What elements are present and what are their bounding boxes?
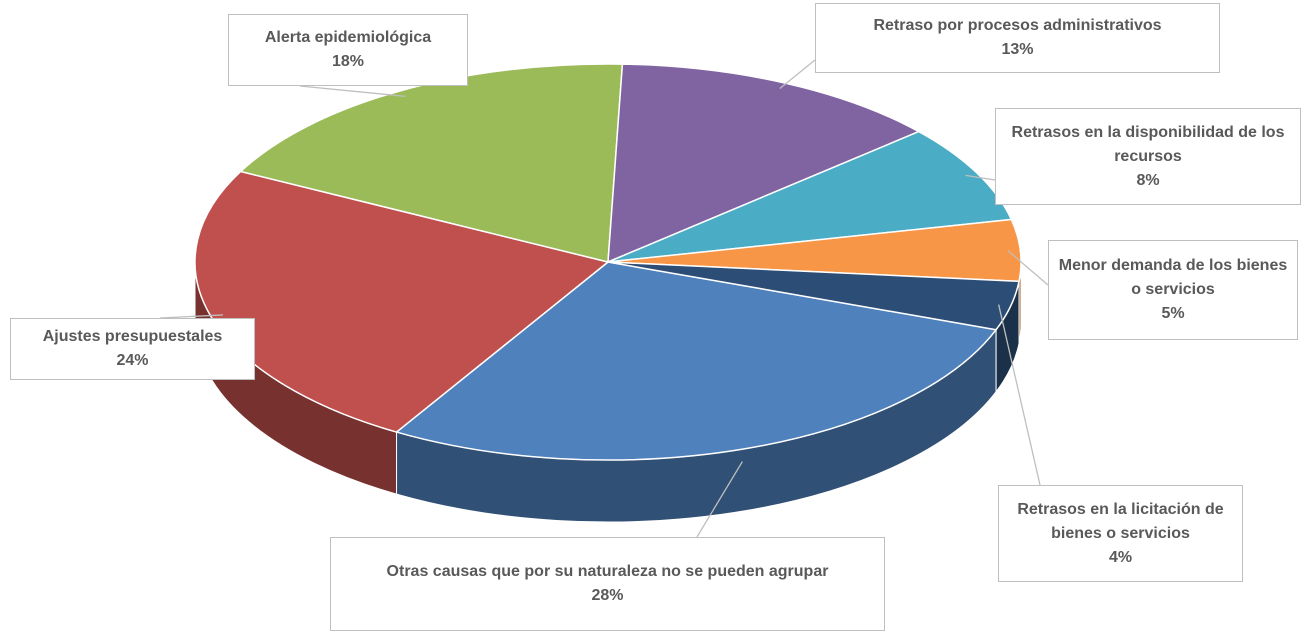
leader-line — [299, 85, 406, 97]
leader-line — [779, 59, 816, 90]
category-label: Menor demanda de los bienes o servicios — [1058, 257, 1288, 298]
data-label: Otras causas que por su naturaleza no se… — [330, 537, 885, 631]
category-label: Alerta epidemiológica — [264, 29, 432, 46]
value-label: 8% — [1136, 171, 1160, 189]
category-label: Otras causas que por su naturaleza no se… — [386, 563, 829, 580]
category-label: Retrasos en la disponibilidad de los rec… — [1011, 123, 1285, 165]
leader-line — [696, 461, 743, 538]
slice — [239, 63, 624, 263]
category-label: Retrasos en la licitación de bienes o se… — [1017, 500, 1224, 542]
category-label: Ajustes presupuestales — [42, 328, 223, 345]
data-label: Alerta epidemiológica 18% — [228, 14, 468, 86]
leader-line — [159, 314, 223, 319]
data-label: Retraso por procesos administrativos 13% — [815, 3, 1220, 73]
value-label: 24% — [116, 352, 149, 369]
data-label: Menor demanda de los bienes o servicios 5… — [1048, 240, 1298, 340]
data-label: Ajustes presupuestales 24% — [10, 318, 255, 380]
value-label: 13% — [1001, 41, 1034, 58]
leader-line — [1007, 250, 1049, 286]
value-label: 4% — [1108, 548, 1133, 566]
value-label: 5% — [1161, 305, 1185, 322]
slice — [607, 63, 921, 264]
leader-line — [998, 304, 1041, 486]
value-label: 18% — [331, 53, 365, 70]
slice — [394, 261, 998, 461]
leader-line — [965, 174, 996, 181]
data-label: Retrasos en la disponibilidad de los rec… — [995, 108, 1301, 205]
category-label: Retraso por procesos administrativos — [873, 17, 1162, 34]
tops — [194, 63, 1022, 461]
slice — [607, 261, 1020, 331]
data-label: Retrasos en la licitación de bienes o se… — [998, 485, 1243, 582]
value-label: 28% — [591, 587, 624, 604]
